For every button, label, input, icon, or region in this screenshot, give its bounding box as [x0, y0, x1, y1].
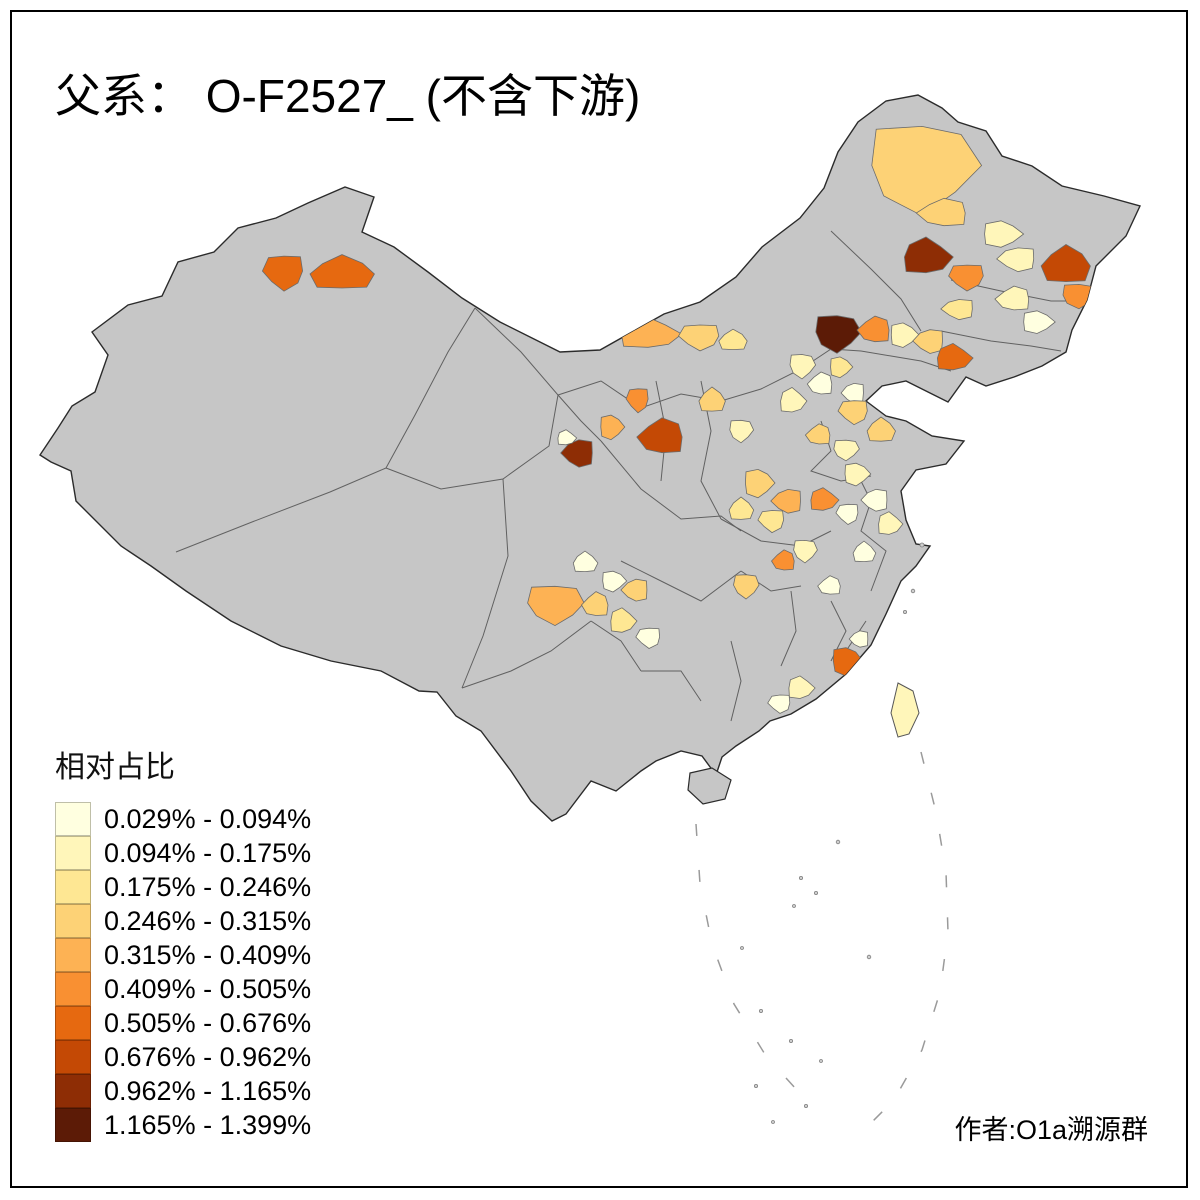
prefecture-region [852, 540, 877, 563]
prefecture-region [560, 439, 593, 468]
legend-row: 0.246% - 0.315% [55, 904, 311, 938]
sea-islands [740, 542, 925, 1124]
prefecture-region [788, 675, 816, 699]
legend-row: 0.962% - 1.165% [55, 1074, 311, 1108]
prefecture-region [1023, 310, 1056, 334]
prefecture-region [844, 462, 872, 487]
prefecture-region [718, 328, 748, 351]
legend-row: 0.315% - 0.409% [55, 938, 311, 972]
legend-swatch [55, 938, 91, 972]
prefecture-region [835, 503, 859, 525]
legend-swatch [55, 836, 91, 870]
prefecture-region [261, 255, 304, 292]
legend-swatch [55, 1040, 91, 1074]
prefecture-region [793, 539, 818, 564]
prefecture-region [698, 386, 726, 412]
prefecture-region [810, 487, 840, 511]
prefecture-region [804, 423, 831, 445]
prefecture-region [848, 630, 869, 648]
prefecture-region [948, 264, 984, 292]
prefecture-region [620, 578, 648, 602]
prefecture-region [610, 607, 638, 633]
prefecture-region [903, 236, 954, 274]
prefecture-region [806, 371, 833, 395]
legend-swatch [55, 904, 91, 938]
prefecture-region [527, 585, 585, 627]
prefecture-region [912, 329, 943, 354]
legend-label: 0.505% - 0.676% [104, 1007, 312, 1038]
prefecture-region [890, 322, 920, 348]
prefecture-region [729, 419, 755, 444]
prefecture-region [780, 387, 808, 413]
legend: 相对占比 0.029% - 0.094% 0.094% - 0.175% 0.175… [55, 742, 311, 1142]
hainan-region [687, 767, 732, 805]
prefecture-region [994, 285, 1030, 311]
prefecture-region [940, 299, 973, 321]
legend-swatch [55, 972, 91, 1006]
legend-row: 0.676% - 0.962% [55, 1040, 311, 1074]
legend-label: 0.962% - 1.165% [104, 1075, 312, 1106]
prefecture-patches [261, 125, 1099, 720]
prefecture-region [860, 488, 888, 512]
legend-label: 0.175% - 0.246% [104, 871, 312, 902]
prefecture-region [770, 549, 795, 571]
legend-row: 1.165% - 1.399% [55, 1108, 311, 1142]
taiwan-region [890, 682, 920, 738]
prefecture-region [1040, 244, 1091, 283]
legend-label: 0.409% - 0.505% [104, 973, 312, 1004]
prefecture-region [557, 429, 578, 446]
prefecture-region [677, 324, 720, 352]
prefecture-region [581, 591, 609, 616]
prefecture-region [744, 468, 776, 499]
legend-swatch [55, 1074, 91, 1108]
legend-row: 0.175% - 0.246% [55, 870, 311, 904]
legend-label: 0.094% - 0.175% [104, 837, 312, 868]
prefecture-region [830, 356, 854, 379]
legend-label: 0.246% - 0.315% [104, 905, 312, 936]
prefecture-region [572, 550, 599, 573]
prefecture-region [817, 575, 841, 595]
prefecture-region [728, 496, 755, 520]
plot-border [10, 10, 1188, 1188]
prefecture-region [602, 570, 628, 593]
prefecture-region [866, 416, 896, 442]
prefecture-region [767, 694, 791, 714]
legend-swatch [55, 1108, 91, 1142]
prefecture-region [600, 414, 626, 441]
legend-label: 0.029% - 0.094% [104, 803, 312, 834]
legend-label: 1.165% - 1.399% [104, 1109, 312, 1140]
prefecture-region [789, 354, 817, 380]
legend-row: 0.409% - 0.505% [55, 972, 311, 1006]
prefecture-region [757, 510, 785, 534]
prefecture-region [984, 220, 1025, 248]
prefecture-region [833, 439, 860, 462]
prefecture-region [770, 488, 801, 514]
legend-swatch [55, 802, 91, 836]
legend-entries: 0.029% - 0.094% 0.094% - 0.175% 0.175% - 0… [55, 802, 311, 1142]
prefecture-region [936, 342, 974, 371]
prefecture-region [856, 315, 890, 343]
legend-row: 0.505% - 0.676% [55, 1006, 311, 1040]
legend-label: 0.315% - 0.409% [104, 939, 312, 970]
prefecture-region [837, 400, 868, 426]
legend-label: 0.676% - 0.962% [104, 1041, 312, 1072]
prefecture-region [625, 388, 649, 414]
prefecture-region [635, 627, 661, 649]
legend-row: 0.094% - 0.175% [55, 836, 311, 870]
prefecture-region [996, 247, 1035, 273]
legend-title: 相对占比 [55, 751, 175, 784]
legend-row: 0.029% - 0.094% [55, 802, 311, 836]
prefecture-region [309, 254, 375, 289]
nine-dash-line [695, 751, 949, 1137]
prefecture-region [878, 511, 904, 535]
prefecture-region [733, 574, 760, 600]
legend-swatch [55, 870, 91, 904]
prefecture-region [636, 417, 683, 454]
plot-title: 父系： O-F2527_ (不含下游) [55, 70, 641, 122]
attribution: 作者:O1a溯源群 [954, 1115, 1148, 1145]
legend-swatch [55, 1006, 91, 1040]
prefecture-region [915, 197, 966, 227]
prefecture-region [815, 315, 862, 354]
